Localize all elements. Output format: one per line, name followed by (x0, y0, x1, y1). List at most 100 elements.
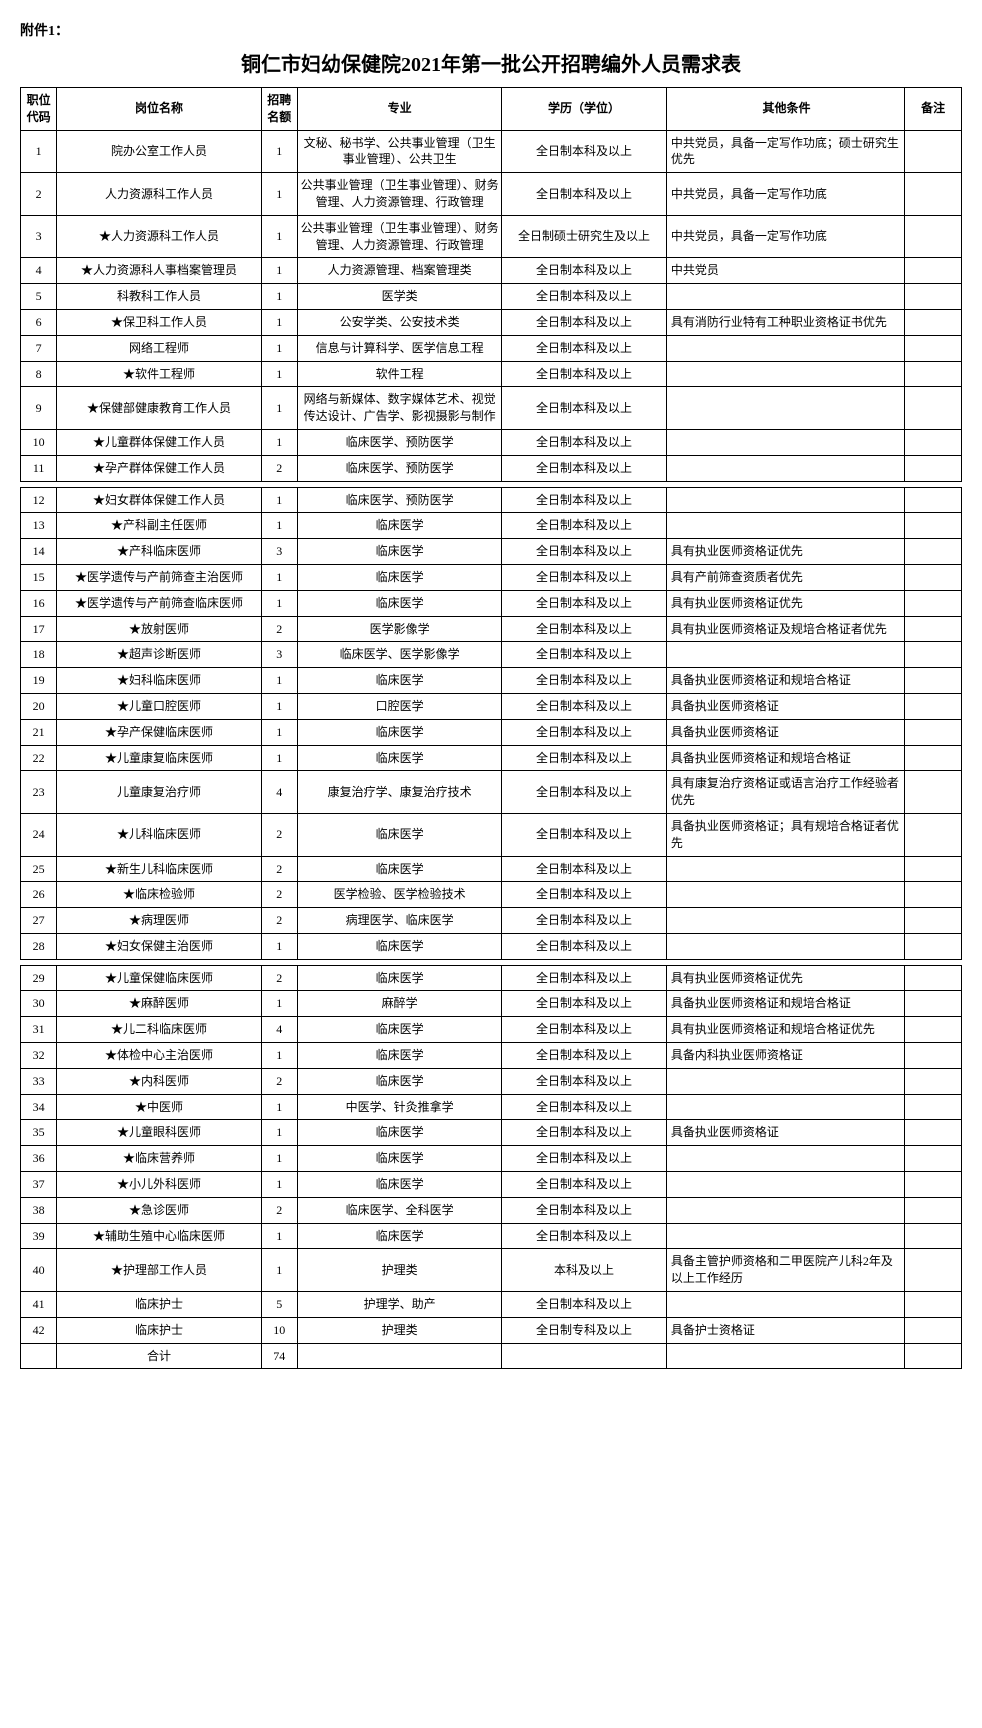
cell-education: 全日制本科及以上 (502, 1223, 667, 1249)
cell-quota: 1 (261, 1146, 297, 1172)
cell-quota: 1 (261, 487, 297, 513)
total-row: 合计74 (21, 1343, 962, 1369)
cell-major: 医学类 (297, 284, 501, 310)
cell-position: ★医学遗传与产前筛查临床医师 (57, 590, 261, 616)
cell-remark (905, 991, 962, 1017)
cell-quota: 1 (261, 668, 297, 694)
cell-other (666, 361, 904, 387)
cell-quota: 1 (261, 309, 297, 335)
cell-remark (905, 1068, 962, 1094)
cell-education: 全日制本科及以上 (502, 991, 667, 1017)
cell-remark (905, 1120, 962, 1146)
cell-quota: 1 (261, 284, 297, 310)
cell-other (666, 1223, 904, 1249)
cell-remark (905, 455, 962, 481)
total-empty (21, 1343, 57, 1369)
cell-code: 13 (21, 513, 57, 539)
table-row: 37★小儿外科医师1临床医学全日制本科及以上 (21, 1172, 962, 1198)
cell-other: 具有执业医师资格证优先 (666, 965, 904, 991)
cell-other: 具备执业医师资格证 (666, 719, 904, 745)
cell-other: 具备执业医师资格证 (666, 1120, 904, 1146)
cell-position: ★辅助生殖中心临床医师 (57, 1223, 261, 1249)
cell-quota: 1 (261, 1094, 297, 1120)
cell-other (666, 335, 904, 361)
attachment-label: 附件1： (20, 20, 962, 40)
cell-major: 临床医学 (297, 539, 501, 565)
cell-remark (905, 361, 962, 387)
cell-other (666, 1197, 904, 1223)
cell-other: 中共党员，具备一定写作功底 (666, 215, 904, 258)
cell-other (666, 513, 904, 539)
cell-major: 临床医学、预防医学 (297, 487, 501, 513)
cell-position: 临床护士 (57, 1317, 261, 1343)
cell-remark (905, 539, 962, 565)
cell-position: ★中医师 (57, 1094, 261, 1120)
cell-quota: 1 (261, 361, 297, 387)
cell-quota: 10 (261, 1317, 297, 1343)
cell-other: 具有执业医师资格证优先 (666, 590, 904, 616)
cell-other: 具有康复治疗资格证或语言治疗工作经验者优先 (666, 771, 904, 814)
table-header-row: 职位代码 岗位名称 招聘名额 专业 学历（学位） 其他条件 备注 (21, 88, 962, 131)
table-row: 30★麻醉医师1麻醉学全日制本科及以上具备执业医师资格证和规培合格证 (21, 991, 962, 1017)
cell-code: 7 (21, 335, 57, 361)
cell-position: 网络工程师 (57, 335, 261, 361)
table-row: 3★人力资源科工作人员1公共事业管理（卫生事业管理）、财务管理、人力资源管理、行… (21, 215, 962, 258)
cell-quota: 1 (261, 215, 297, 258)
cell-code: 23 (21, 771, 57, 814)
total-empty (297, 1343, 501, 1369)
cell-position: 儿童康复治疗师 (57, 771, 261, 814)
cell-position: ★新生儿科临床医师 (57, 856, 261, 882)
cell-other (666, 1292, 904, 1318)
cell-remark (905, 856, 962, 882)
cell-remark (905, 813, 962, 856)
cell-other: 具备护士资格证 (666, 1317, 904, 1343)
cell-other: 具备内科执业医师资格证 (666, 1043, 904, 1069)
cell-other: 中共党员 (666, 258, 904, 284)
cell-major: 护理类 (297, 1317, 501, 1343)
cell-position: ★人力资源科人事档案管理员 (57, 258, 261, 284)
cell-quota: 1 (261, 564, 297, 590)
cell-code: 35 (21, 1120, 57, 1146)
cell-remark (905, 1249, 962, 1292)
cell-remark (905, 173, 962, 216)
cell-other (666, 487, 904, 513)
cell-major: 临床医学 (297, 668, 501, 694)
cell-position: ★临床营养师 (57, 1146, 261, 1172)
cell-education: 全日制本科及以上 (502, 1017, 667, 1043)
cell-quota: 2 (261, 455, 297, 481)
cell-quota: 1 (261, 991, 297, 1017)
cell-code: 18 (21, 642, 57, 668)
cell-other (666, 908, 904, 934)
cell-education: 全日制本科及以上 (502, 908, 667, 934)
cell-code: 1 (21, 130, 57, 173)
cell-position: ★病理医师 (57, 908, 261, 934)
cell-position: ★医学遗传与产前筛查主治医师 (57, 564, 261, 590)
cell-code: 11 (21, 455, 57, 481)
cell-education: 全日制本科及以上 (502, 1094, 667, 1120)
cell-other (666, 856, 904, 882)
cell-code: 8 (21, 361, 57, 387)
cell-remark (905, 1017, 962, 1043)
cell-major: 临床医学 (297, 1068, 501, 1094)
cell-code: 37 (21, 1172, 57, 1198)
cell-major: 中医学、针灸推拿学 (297, 1094, 501, 1120)
cell-remark (905, 284, 962, 310)
table-row: 4★人力资源科人事档案管理员1人力资源管理、档案管理类全日制本科及以上中共党员 (21, 258, 962, 284)
cell-education: 全日制本科及以上 (502, 387, 667, 430)
cell-remark (905, 745, 962, 771)
cell-remark (905, 1292, 962, 1318)
cell-code: 28 (21, 933, 57, 959)
cell-other: 具备执业医师资格证和规培合格证 (666, 991, 904, 1017)
cell-position: 科教科工作人员 (57, 284, 261, 310)
cell-education: 全日制本科及以上 (502, 1172, 667, 1198)
table-row: 19★妇科临床医师1临床医学全日制本科及以上具备执业医师资格证和规培合格证 (21, 668, 962, 694)
cell-education: 全日制本科及以上 (502, 965, 667, 991)
cell-other (666, 429, 904, 455)
cell-major: 口腔医学 (297, 693, 501, 719)
cell-other: 具备执业医师资格证和规培合格证 (666, 668, 904, 694)
cell-major: 临床医学 (297, 513, 501, 539)
table-row: 23儿童康复治疗师4康复治疗学、康复治疗技术全日制本科及以上具有康复治疗资格证或… (21, 771, 962, 814)
total-empty (905, 1343, 962, 1369)
cell-remark (905, 1172, 962, 1198)
header-remark: 备注 (905, 88, 962, 131)
